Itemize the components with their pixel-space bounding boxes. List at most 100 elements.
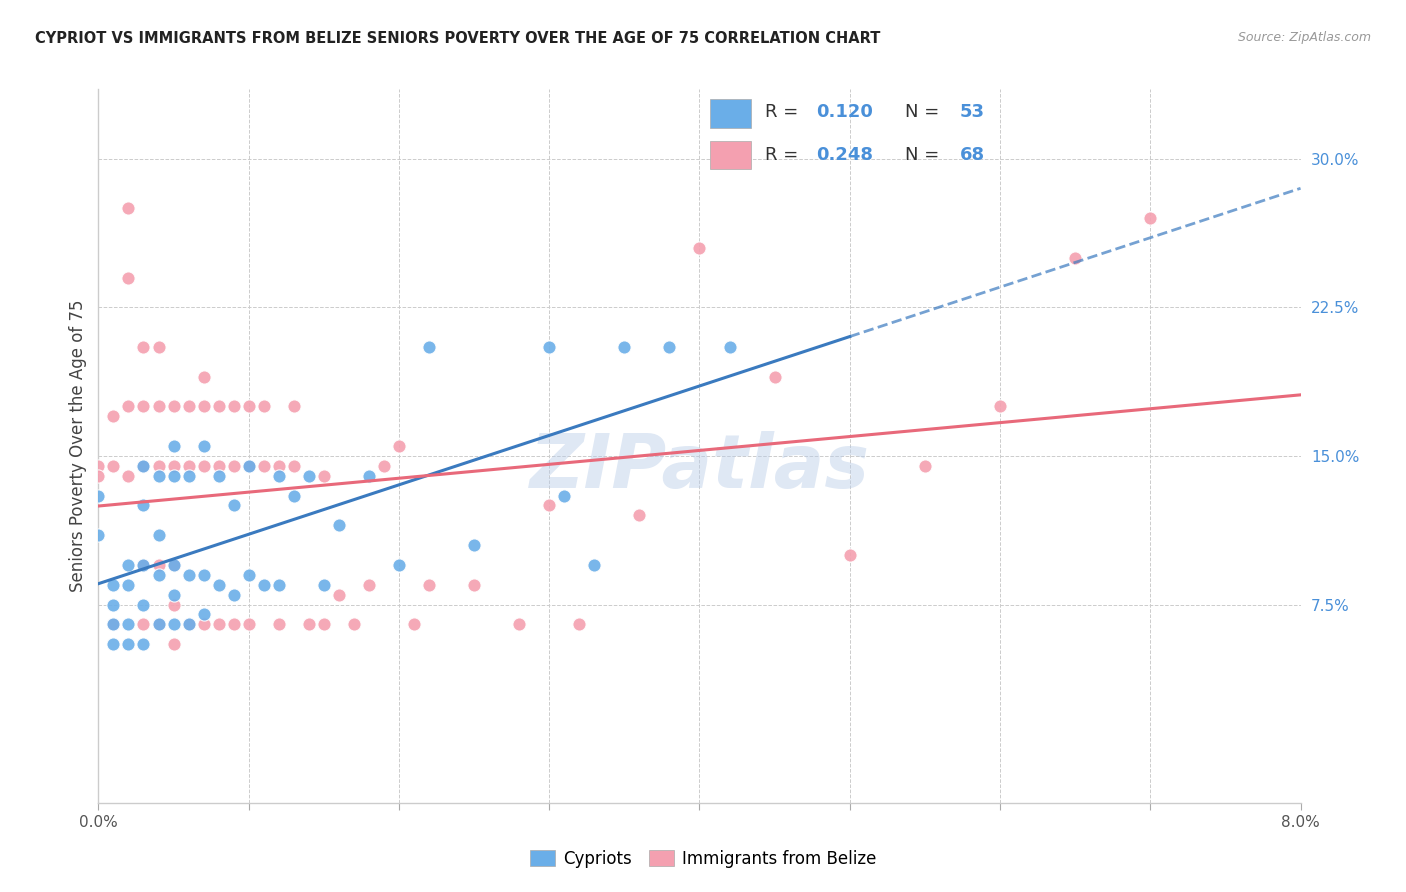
Point [132, 558, 155, 572]
Point [988, 400, 1011, 414]
Point [298, 468, 321, 483]
Point [148, 340, 170, 354]
Point [914, 458, 936, 473]
Point [103, 617, 125, 632]
Point [132, 458, 155, 473]
Point [222, 458, 245, 473]
Point [208, 400, 231, 414]
Point [148, 567, 170, 582]
Text: ZIPatlas: ZIPatlas [530, 431, 869, 504]
Point [1064, 251, 1087, 265]
Point [402, 617, 425, 632]
Point [208, 458, 231, 473]
Point [538, 340, 561, 354]
Point [148, 617, 170, 632]
Point [328, 518, 350, 533]
Point [132, 340, 155, 354]
Point [177, 617, 200, 632]
Point [103, 617, 125, 632]
Point [103, 409, 125, 424]
Point [132, 400, 155, 414]
Point [418, 578, 440, 592]
Point [132, 617, 155, 632]
Point [117, 558, 139, 572]
Point [132, 558, 155, 572]
Point [132, 598, 155, 612]
Point [388, 439, 411, 453]
Point [238, 617, 260, 632]
Point [388, 558, 411, 572]
Point [267, 468, 290, 483]
Point [283, 400, 305, 414]
Point [117, 578, 139, 592]
Point [222, 499, 245, 513]
Point [463, 538, 485, 552]
Point [148, 617, 170, 632]
Point [253, 400, 276, 414]
Point [162, 400, 184, 414]
Point [253, 578, 276, 592]
Point [763, 369, 786, 384]
Point [208, 617, 231, 632]
Point [103, 637, 125, 651]
Point [658, 340, 681, 354]
Point [583, 558, 606, 572]
Point [177, 567, 200, 582]
Point [1139, 211, 1161, 225]
Point [177, 400, 200, 414]
Point [312, 617, 335, 632]
Point [238, 567, 260, 582]
Point [222, 617, 245, 632]
Point [148, 400, 170, 414]
Point [117, 201, 139, 215]
Point [103, 598, 125, 612]
Point [117, 637, 139, 651]
Point [193, 607, 215, 622]
Point [177, 458, 200, 473]
Point [162, 468, 184, 483]
Point [117, 617, 139, 632]
Point [553, 489, 575, 503]
Point [298, 617, 321, 632]
Point [148, 528, 170, 542]
Point [193, 439, 215, 453]
Text: CYPRIOT VS IMMIGRANTS FROM BELIZE SENIORS POVERTY OVER THE AGE OF 75 CORRELATION: CYPRIOT VS IMMIGRANTS FROM BELIZE SENIOR… [35, 31, 880, 46]
Point [508, 617, 530, 632]
Legend: Cypriots, Immigrants from Belize: Cypriots, Immigrants from Belize [523, 844, 883, 875]
Point [238, 400, 260, 414]
Point [222, 588, 245, 602]
Point [538, 499, 561, 513]
Point [148, 458, 170, 473]
Point [132, 499, 155, 513]
Point [87, 489, 110, 503]
Point [162, 558, 184, 572]
Point [267, 578, 290, 592]
Point [177, 468, 200, 483]
Y-axis label: Seniors Poverty Over the Age of 75: Seniors Poverty Over the Age of 75 [69, 300, 87, 592]
Point [463, 578, 485, 592]
Point [267, 458, 290, 473]
Point [238, 458, 260, 473]
Point [267, 617, 290, 632]
Point [87, 528, 110, 542]
Point [373, 458, 395, 473]
Point [162, 458, 184, 473]
Point [162, 637, 184, 651]
Point [117, 468, 139, 483]
Point [193, 458, 215, 473]
Point [193, 369, 215, 384]
Point [193, 617, 215, 632]
Point [628, 508, 651, 523]
Point [238, 458, 260, 473]
Point [162, 439, 184, 453]
Point [132, 458, 155, 473]
Point [208, 578, 231, 592]
Point [103, 458, 125, 473]
Point [838, 548, 860, 562]
Point [689, 241, 711, 255]
Point [148, 468, 170, 483]
Point [312, 578, 335, 592]
Point [208, 468, 231, 483]
Point [357, 578, 380, 592]
Point [148, 558, 170, 572]
